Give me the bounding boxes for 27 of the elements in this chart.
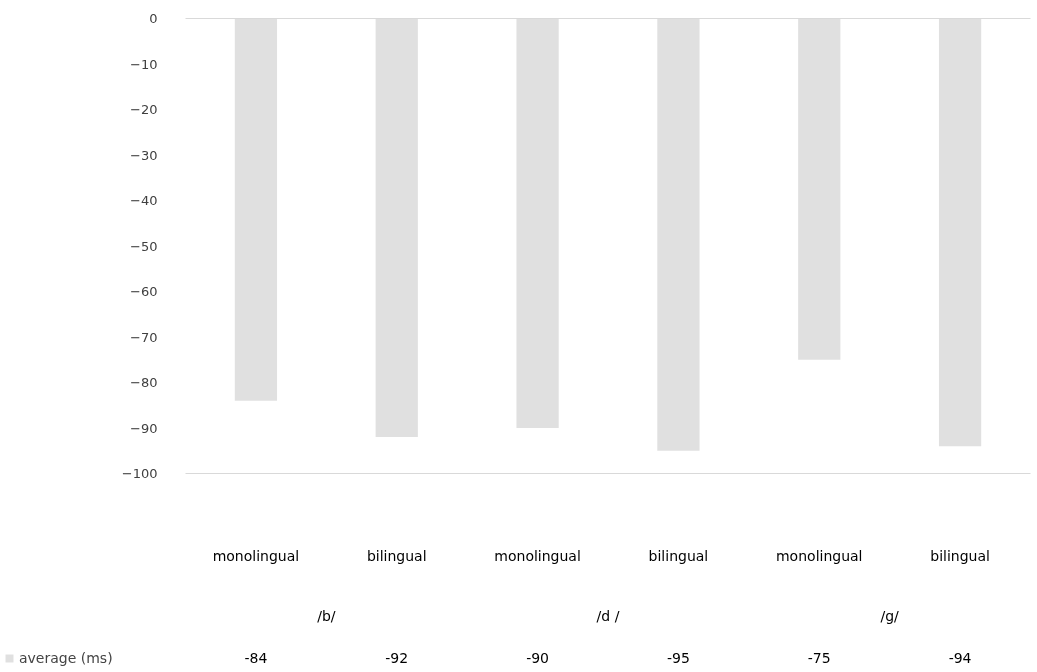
text: /g/	[880, 607, 900, 624]
y-tick-label: −20	[130, 102, 158, 117]
y-tick-label: −30	[130, 147, 158, 163]
y-tick-label: −10	[130, 56, 158, 72]
text: /b/	[317, 607, 336, 624]
text: /d /	[596, 607, 620, 624]
x-tick-label: monolingual	[494, 547, 581, 564]
data-label: -75	[807, 649, 831, 666]
y-tick-label: 0	[149, 11, 158, 26]
y-tick-label: −50	[130, 238, 158, 254]
y-tick-label: −80	[130, 375, 158, 390]
x-tick-label: bilingual	[366, 547, 427, 564]
data-label: -94	[948, 649, 972, 666]
x-tick-label: monolingual	[212, 547, 300, 564]
x-tick-label: monolingual	[775, 547, 863, 564]
y-tick-label: −60	[130, 284, 158, 299]
data-label: -95	[666, 649, 690, 666]
data-label: -84	[244, 649, 268, 666]
x-tick-label: bilingual	[930, 547, 990, 564]
y-tick-label: −40	[130, 193, 158, 208]
data-label: -90	[526, 649, 550, 666]
x-tick-label: bilingual	[648, 547, 709, 564]
legend-label: average (ms)	[19, 650, 113, 666]
y-tick-label: −100	[121, 466, 158, 481]
y-tick-label: −90	[130, 420, 158, 436]
data-label: -92	[385, 649, 409, 666]
y-tick-label: −70	[130, 329, 158, 345]
